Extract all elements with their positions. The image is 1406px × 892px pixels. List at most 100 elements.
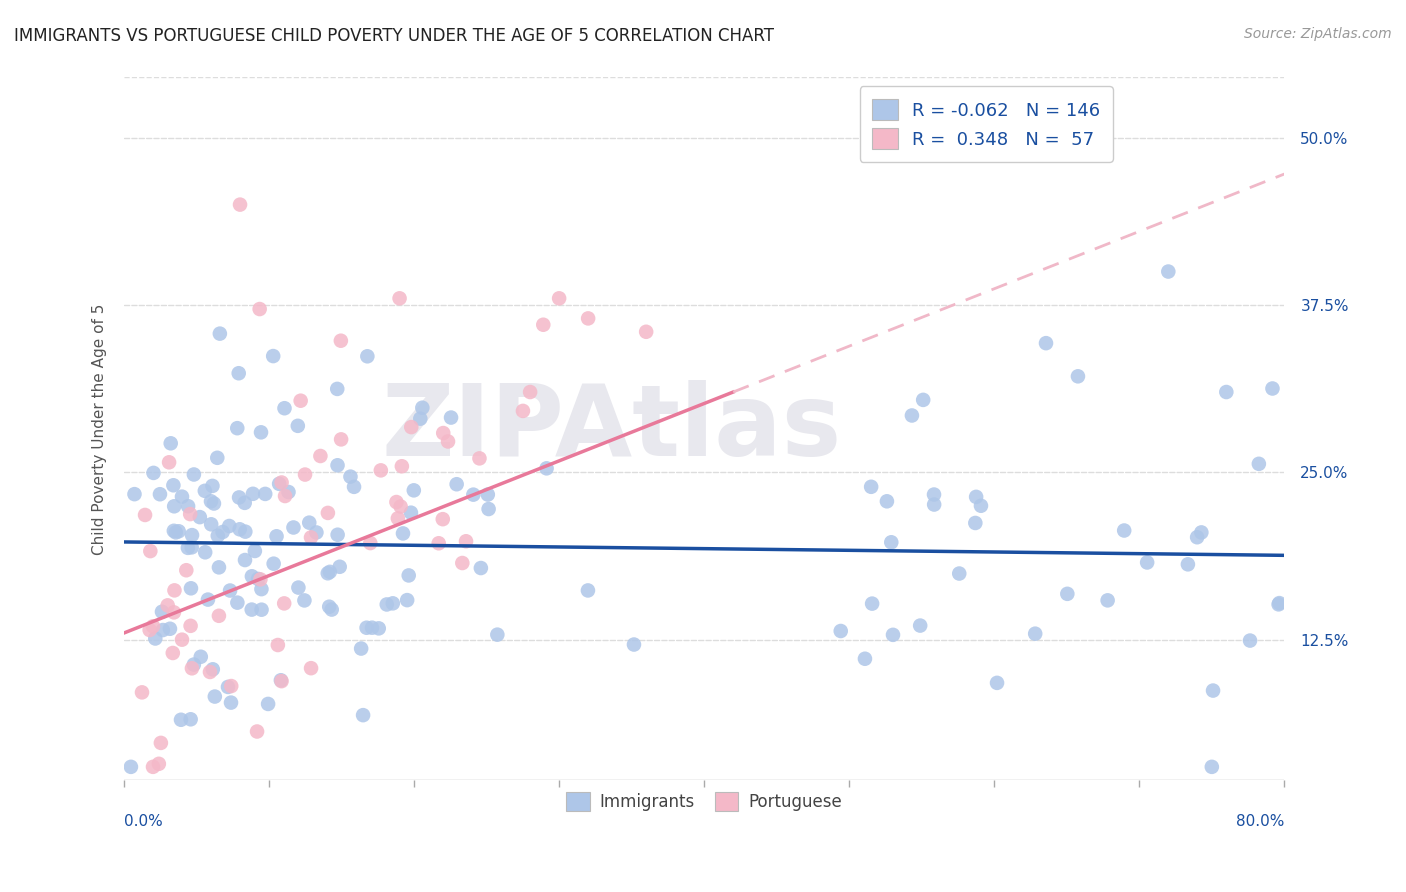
Point [243,544,266,558]
Point [208,608,231,623]
Point [356,349,378,363]
Point [294,467,316,482]
Point [294,593,316,607]
Point [240,602,263,616]
Point [226,421,249,435]
Point [391,459,413,474]
Point [163,524,186,538]
Point [401,420,423,434]
Point [198,665,221,679]
Point [326,527,349,541]
Point [965,516,987,530]
Point [249,301,271,316]
Point [316,566,339,581]
Point [194,483,217,498]
Point [170,490,193,504]
Text: Source: ZipAtlas.com: Source: ZipAtlas.com [1244,27,1392,41]
Text: 80.0%: 80.0% [1236,814,1284,829]
Point [860,480,883,494]
Point [965,490,987,504]
Point [200,517,222,532]
Point [986,676,1008,690]
Point [387,511,409,525]
Point [181,528,204,542]
Point [120,760,142,774]
Point [124,487,146,501]
Point [250,603,273,617]
Point [228,522,250,536]
Text: 0.0%: 0.0% [124,814,163,829]
Point [287,581,309,595]
Point [548,291,571,305]
Point [163,583,186,598]
Point [1177,558,1199,572]
Point [470,561,492,575]
Point [183,467,205,482]
Point [233,496,256,510]
Point [316,506,339,520]
Point [156,599,179,613]
Point [204,690,226,704]
Point [157,455,180,469]
Point [233,524,256,539]
Point [270,673,292,688]
Point [270,674,292,689]
Point [454,534,477,549]
Point [385,495,408,509]
Point [1035,336,1057,351]
Point [163,500,186,514]
Point [446,477,468,491]
Point [143,632,166,646]
Point [1268,596,1291,610]
Point [211,524,233,539]
Point [882,628,904,642]
Point [165,525,187,540]
Point [246,724,269,739]
Point [150,605,173,619]
Point [922,487,945,501]
Point [451,556,474,570]
Point [409,411,432,425]
Point [359,536,381,550]
Point [1247,457,1270,471]
Point [194,545,217,559]
Point [1267,598,1289,612]
Point [159,622,181,636]
Point [468,451,491,466]
Point [912,392,935,407]
Point [321,602,343,616]
Point [427,536,450,550]
Point [139,544,162,558]
Point [1067,369,1090,384]
Y-axis label: Child Poverty Under the Age of 5: Child Poverty Under the Age of 5 [93,303,107,555]
Point [352,708,374,723]
Point [170,713,193,727]
Point [180,619,202,633]
Point [576,311,599,326]
Point [138,623,160,637]
Point [267,638,290,652]
Point [176,563,198,577]
Point [263,557,285,571]
Point [142,619,165,633]
Point [162,646,184,660]
Point [1056,587,1078,601]
Point [273,596,295,610]
Point [149,487,172,501]
Point [326,458,349,473]
Point [388,291,411,305]
Point [486,627,509,641]
Point [257,697,280,711]
Point [207,529,229,543]
Point [250,582,273,596]
Legend: Immigrants, Portuguese: Immigrants, Portuguese [560,785,849,818]
Point [512,404,534,418]
Point [1157,264,1180,278]
Point [305,525,328,540]
Point [853,652,876,666]
Point [370,463,392,477]
Point [880,535,903,549]
Point [367,621,389,635]
Point [876,494,898,508]
Point [290,393,312,408]
